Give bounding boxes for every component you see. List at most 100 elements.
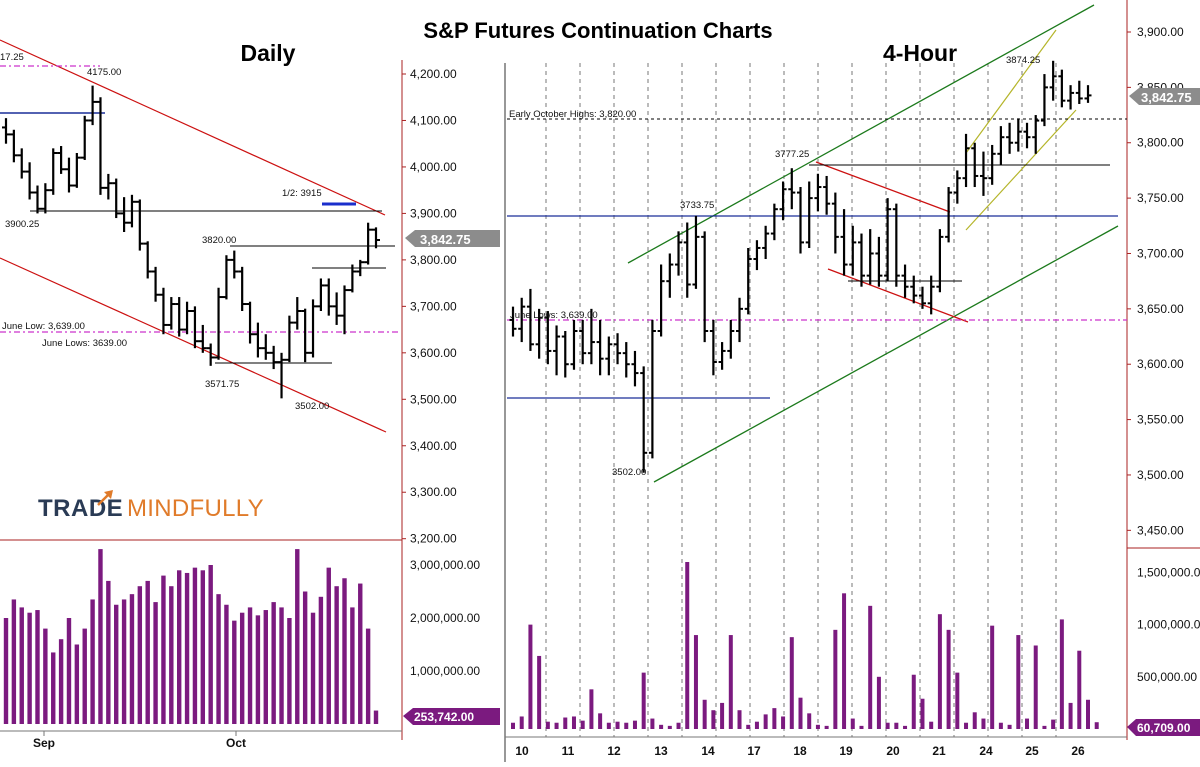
hourly-price-bar bbox=[762, 225, 770, 260]
hourly-volume-bar bbox=[842, 593, 847, 729]
daily-volume-bar bbox=[318, 596, 324, 724]
hourly-price-bar bbox=[1006, 122, 1014, 154]
hourly-x-axis-labels: 10 11 12 13 14 17 18 19 20 21 24 25 26 bbox=[515, 744, 1085, 758]
hourly-grid bbox=[545, 63, 1057, 737]
hourly-price-bar bbox=[570, 319, 578, 370]
hourly-yellow-channel-lower bbox=[965, 109, 1077, 231]
hourly-price-bar bbox=[779, 181, 787, 221]
daily-volume-bar bbox=[310, 612, 316, 724]
hourly-price-bar bbox=[561, 330, 569, 378]
hourly-price-bar bbox=[1075, 80, 1083, 104]
hourly-price-bar bbox=[857, 233, 865, 287]
hourly-x-tick: 14 bbox=[701, 744, 715, 758]
hourly-price-bar bbox=[953, 170, 961, 204]
hourly-price-bar bbox=[605, 336, 613, 376]
daily-volume-bar bbox=[169, 586, 174, 724]
daily-volume-bar bbox=[43, 628, 48, 724]
daily-price-bar bbox=[41, 183, 50, 214]
hourly-volume-bar bbox=[554, 722, 559, 729]
hourly-price-bar bbox=[770, 203, 778, 241]
daily-price-bar bbox=[293, 297, 302, 330]
daily-ann-high-partial: 17.25 bbox=[0, 52, 24, 63]
daily-x-tick: Oct bbox=[226, 736, 246, 750]
hourly-volume-bar bbox=[807, 713, 812, 729]
hourly-y-tick: 3,800.00 bbox=[1137, 136, 1184, 150]
hourly-price-bar bbox=[631, 350, 639, 387]
hourly-y-tick: 3,600.00 bbox=[1137, 357, 1184, 371]
hourly-volume-bar bbox=[798, 697, 803, 729]
daily-price-bar bbox=[372, 227, 380, 249]
hourly-current-price-label: 3,842.75 bbox=[1141, 90, 1192, 105]
daily-volume-bar bbox=[271, 602, 276, 724]
hourly-volume-bar bbox=[1086, 699, 1090, 729]
hourly-price-bar bbox=[1058, 69, 1066, 108]
hourly-volume-bar bbox=[824, 725, 829, 729]
hourly-price-bar bbox=[675, 231, 683, 276]
hourly-price-bar bbox=[614, 333, 622, 365]
hourly-price-bar bbox=[875, 236, 883, 287]
daily-volume-bar bbox=[106, 580, 111, 724]
daily-price-bar bbox=[301, 308, 310, 363]
hourly-price-bar bbox=[814, 173, 822, 212]
hourly-price-bar bbox=[526, 288, 534, 351]
hourly-x-tick: 18 bbox=[793, 744, 807, 758]
hourly-ann-3502: 3502.00 bbox=[612, 467, 646, 478]
hourly-x-tick: 13 bbox=[654, 744, 668, 758]
hourly-volume-bar bbox=[624, 722, 629, 729]
hourly-ann-3777: 3777.25 bbox=[775, 149, 809, 160]
daily-price-bar bbox=[356, 259, 365, 277]
hourly-volume-bar bbox=[537, 655, 542, 729]
daily-volume-axis-labels: 3,000,000.00 2,000,000.00 1,000,000.00 bbox=[410, 558, 480, 678]
hourly-volume-bar bbox=[563, 717, 568, 729]
daily-x-axis-labels: Sep Oct bbox=[33, 731, 246, 750]
hourly-volume-bar bbox=[728, 635, 733, 729]
daily-y-axis-labels: 4,200.00 4,100.00 4,000.00 3,900.00 3,800.00… bbox=[402, 67, 457, 546]
daily-ann-4175: 4175.00 bbox=[87, 67, 121, 78]
hourly-volume-bar bbox=[859, 725, 864, 729]
hourly-bars bbox=[509, 60, 1092, 473]
daily-price-bar bbox=[104, 173, 113, 200]
daily-price-bar bbox=[151, 266, 160, 302]
hourly-volume-bar bbox=[580, 720, 585, 729]
hourly-yellow-channel-upper bbox=[965, 29, 1057, 154]
daily-ann-3900: 3900.25 bbox=[5, 219, 39, 230]
daily-current-price-tag: 3,842.75 bbox=[405, 230, 500, 247]
daily-price-bar bbox=[309, 299, 318, 358]
hourly-volume-bar bbox=[685, 562, 690, 729]
hourly-price-bar bbox=[840, 209, 848, 276]
hourly-y-tick: 3,500.00 bbox=[1137, 468, 1184, 482]
hourly-volume-bar bbox=[711, 710, 716, 729]
hourly-price-bar bbox=[727, 319, 735, 359]
hourly-volume-bar bbox=[598, 713, 603, 729]
daily-volume-bar bbox=[98, 549, 103, 724]
hourly-price-bar bbox=[718, 342, 726, 370]
hourly-price-bar bbox=[1040, 74, 1048, 127]
hourly-ann-3733: 3733.75 bbox=[680, 200, 714, 211]
hourly-y-tick: 3,650.00 bbox=[1137, 302, 1184, 316]
daily-volume-bar bbox=[137, 586, 143, 724]
hourly-price-bar bbox=[1084, 85, 1092, 103]
hourly-price-bar bbox=[622, 342, 630, 378]
daily-volume-bar bbox=[365, 628, 371, 724]
daily-volume-bar bbox=[184, 572, 190, 724]
daily-price-bar bbox=[33, 185, 42, 214]
hourly-volume-bar bbox=[929, 721, 934, 729]
daily-volume-bar bbox=[295, 549, 300, 724]
daily-ann-3571: 3571.75 bbox=[205, 379, 239, 390]
hourly-volume-bar bbox=[815, 724, 820, 729]
daily-volume-bar bbox=[82, 628, 87, 724]
hourly-green-channel-upper bbox=[627, 4, 1095, 264]
daily-price-bar bbox=[277, 352, 286, 399]
daily-volume-tick: 3,000,000.00 bbox=[410, 558, 480, 572]
daily-price-bar bbox=[190, 306, 199, 349]
daily-price-bar bbox=[143, 241, 152, 279]
daily-ann-3820: 3820.00 bbox=[202, 235, 236, 246]
hourly-price-bar bbox=[736, 297, 744, 343]
daily-y-tick: 3,200.00 bbox=[410, 532, 457, 546]
hourly-volume-tick: 1,500,000.00 bbox=[1137, 565, 1200, 579]
hourly-volume-bar bbox=[693, 635, 698, 729]
daily-y-tick: 4,000.00 bbox=[410, 160, 457, 174]
hourly-volume-bar bbox=[772, 708, 777, 729]
hourly-price-bar bbox=[692, 215, 700, 289]
hourly-price-bar bbox=[988, 144, 996, 185]
